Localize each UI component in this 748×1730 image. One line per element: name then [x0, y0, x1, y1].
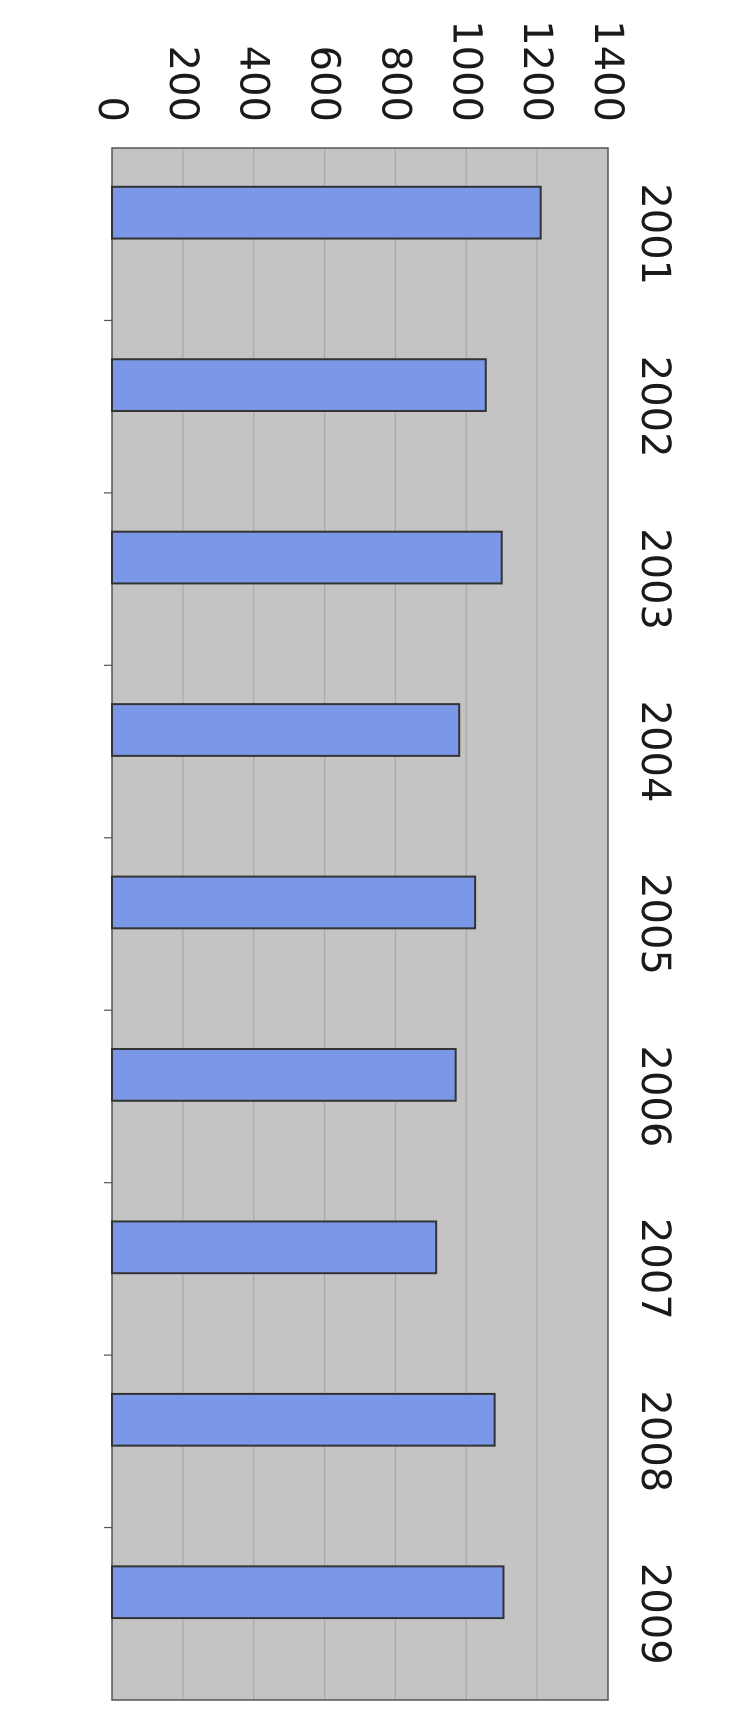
value-tick-label-1000: 1000: [443, 20, 489, 122]
category-axis-labels: 2001 2002 2003 2004 2005 2006 2007 2008 2009: [632, 183, 678, 1664]
category-label-2002: 2002: [632, 356, 678, 458]
category-label-2001: 2001: [632, 183, 678, 285]
bar-2005: [111, 875, 477, 930]
bar-2002: [111, 358, 487, 412]
category-label-2007: 2007: [632, 1218, 678, 1320]
value-tick-label-1200: 1200: [514, 20, 560, 122]
bar-2001: [111, 185, 542, 240]
value-tick-label-800: 800: [372, 46, 418, 122]
bar-2008: [111, 1392, 496, 1447]
bar-2006: [111, 1048, 457, 1102]
bar-2003: [111, 530, 503, 585]
value-tick-label-0: 0: [89, 97, 135, 122]
bar-2007: [111, 1220, 438, 1275]
category-label-2003: 2003: [632, 528, 678, 630]
value-tick-label-400: 400: [231, 46, 277, 122]
category-label-2009: 2009: [632, 1563, 678, 1665]
bar-2009: [111, 1565, 505, 1620]
value-tick-label-200: 200: [160, 46, 206, 122]
bar-2004: [111, 703, 461, 757]
category-label-2004: 2004: [632, 701, 678, 803]
category-label-2005: 2005: [632, 873, 678, 975]
category-label-2008: 2008: [632, 1390, 678, 1492]
plot-area: [104, 147, 609, 1701]
value-tick-label-1400: 1400: [585, 20, 631, 122]
category-label-2006: 2006: [632, 1046, 678, 1148]
value-axis-labels: 0 200 400 600 800 1000 1200 1400: [89, 20, 631, 122]
value-tick-label-600: 600: [302, 46, 348, 122]
